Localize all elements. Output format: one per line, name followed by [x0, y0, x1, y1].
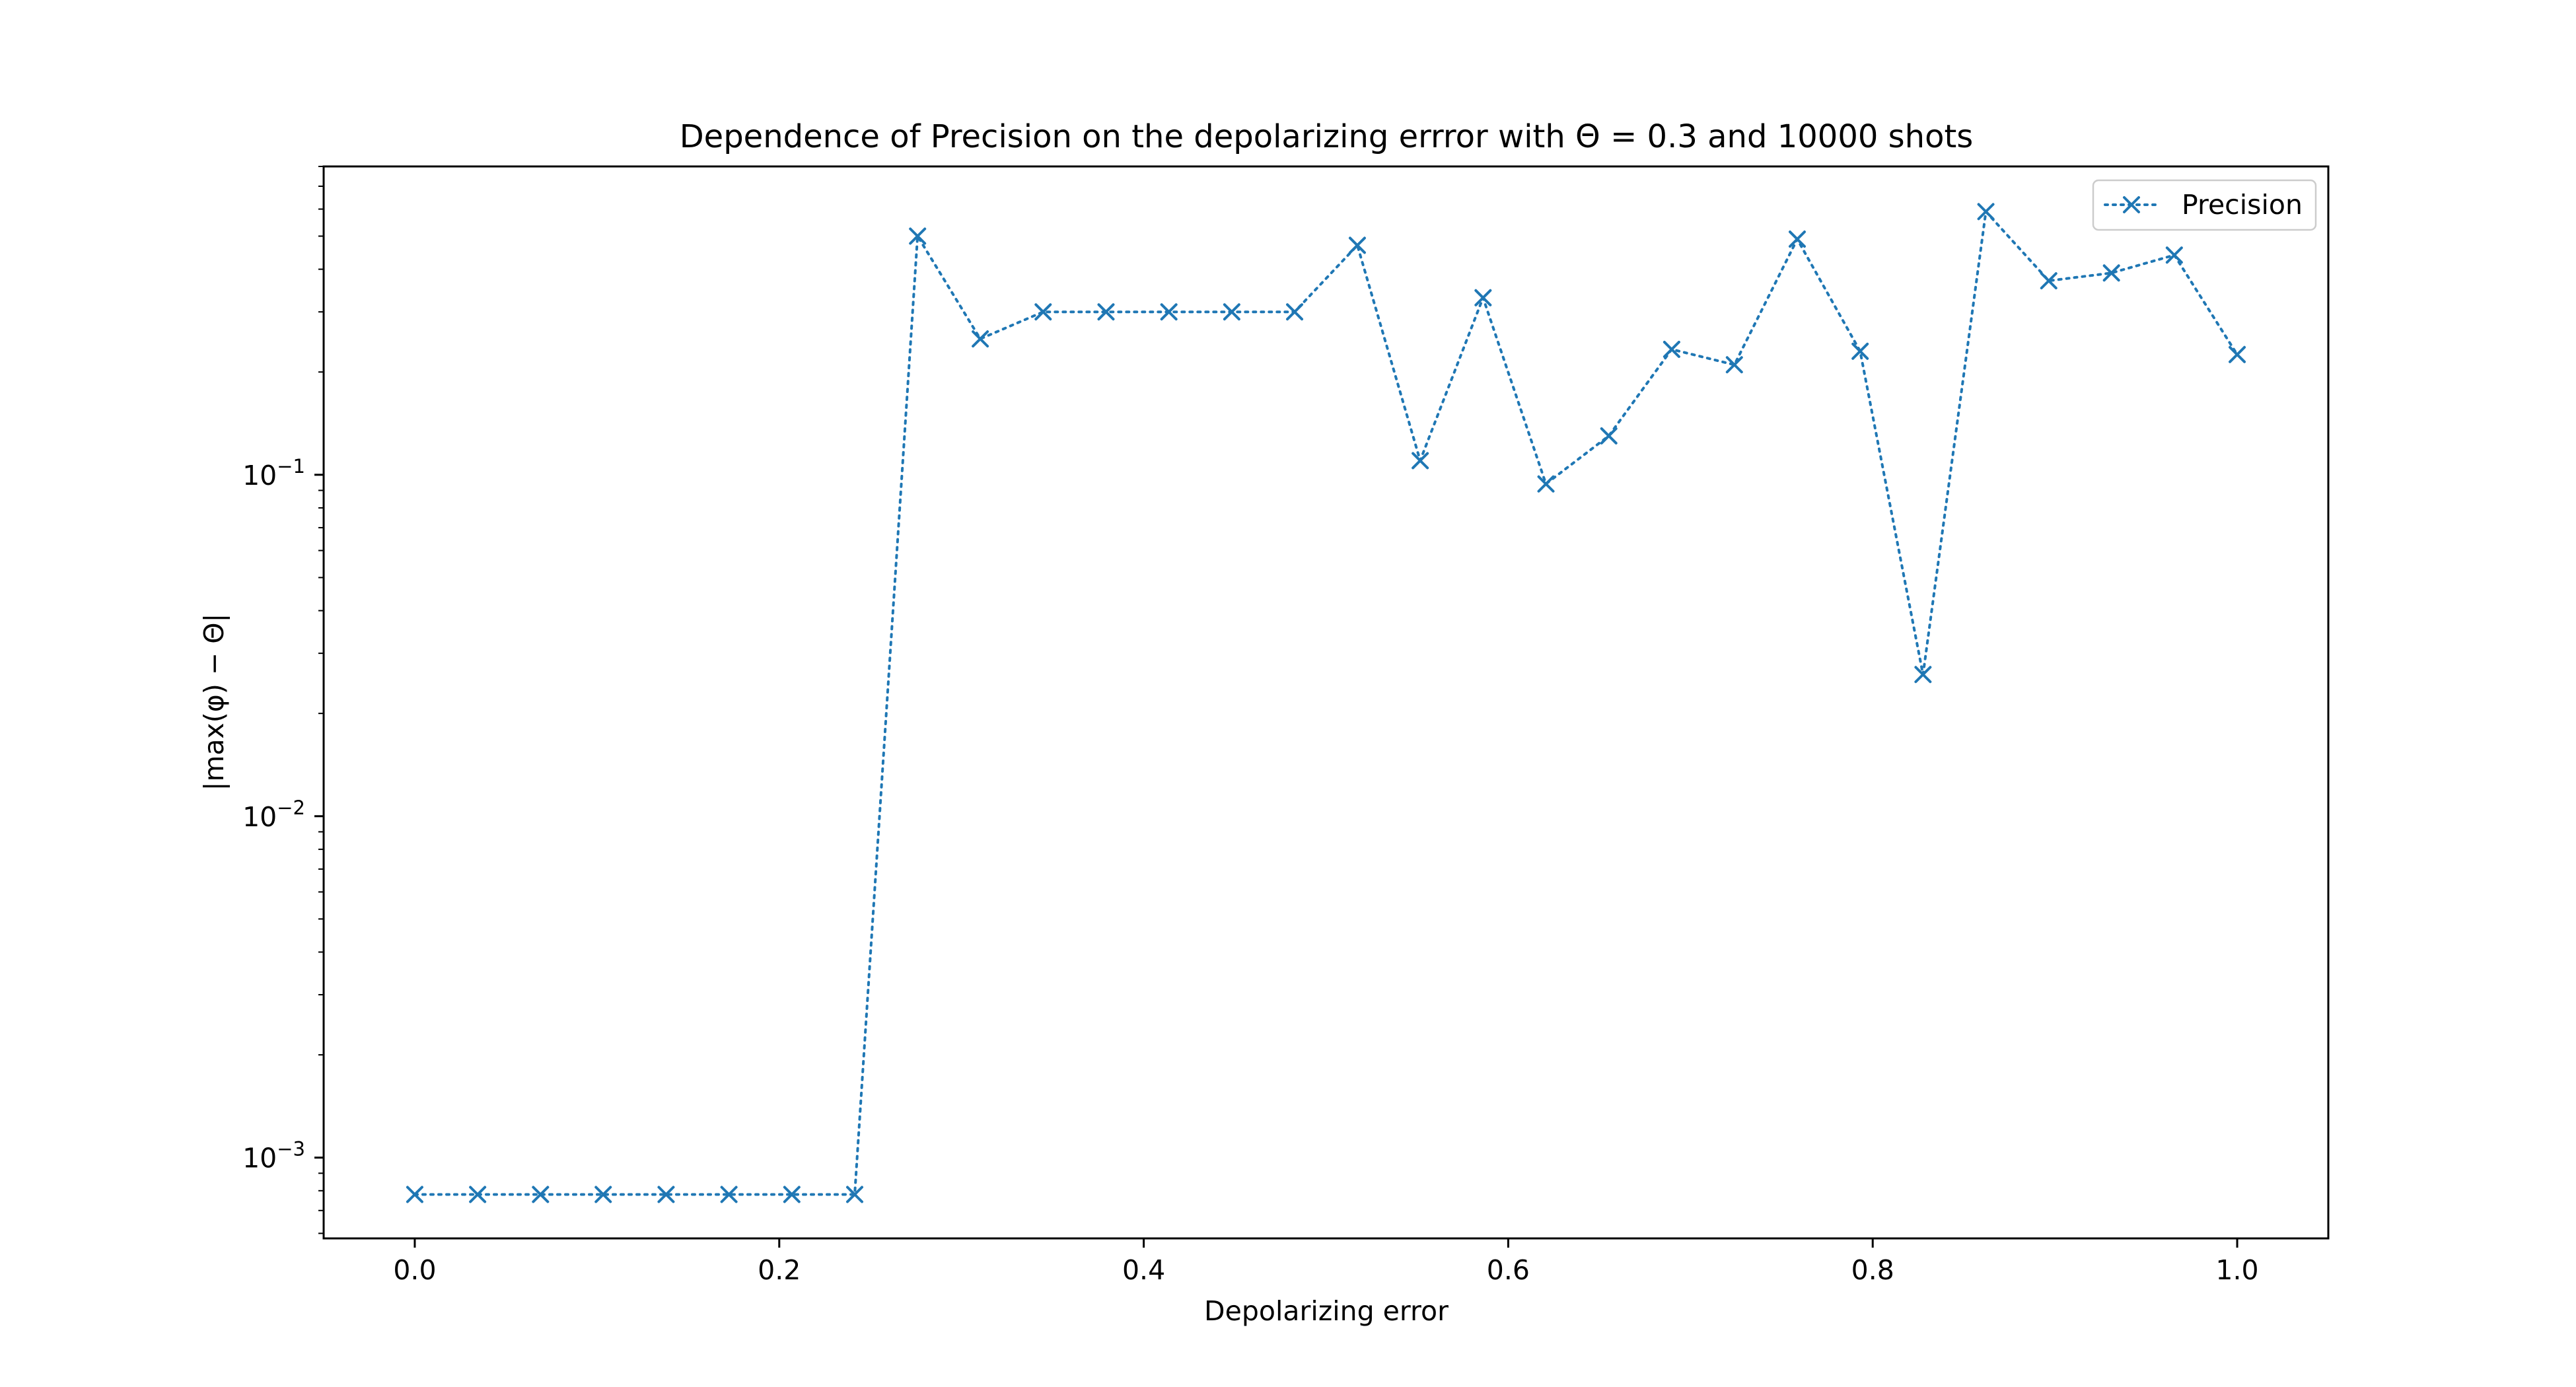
data-point: [1537, 475, 1555, 493]
data-point: [2165, 246, 2183, 264]
data-point: [1412, 452, 1429, 470]
data-point: [1725, 356, 1743, 374]
y-tick-base: 10: [242, 460, 277, 491]
y-tick-label: 10−3: [242, 1138, 305, 1174]
data-point: [845, 1186, 863, 1203]
data-point: [1097, 303, 1115, 321]
data-point: [1851, 342, 1869, 360]
data-point: [1600, 427, 1618, 445]
series-line: [413, 210, 2238, 1196]
data-point: [594, 1186, 612, 1203]
axes-frame: [322, 165, 2330, 1240]
y-tick-exponent: −2: [277, 797, 305, 819]
x-tick-label: 0.4: [1122, 1254, 1165, 1286]
data-point: [2040, 272, 2057, 290]
data-point: [1034, 303, 1052, 321]
y-tick-exponent: −3: [277, 1138, 305, 1160]
data-point: [1223, 303, 1240, 321]
legend: Precision: [2092, 179, 2317, 231]
data-point: [1286, 303, 1304, 321]
data-point: [720, 1186, 738, 1203]
data-point: [1663, 340, 1680, 358]
y-tick-base: 10: [242, 1143, 277, 1174]
x-tick-label: 0.2: [758, 1254, 801, 1286]
y-tick-base: 10: [242, 801, 277, 833]
y-axis: 10−310−210−1: [242, 166, 324, 1234]
x-tick-label: 0.8: [1851, 1254, 1894, 1286]
y-tick-label: 10−2: [242, 797, 305, 833]
y-axis-label: |max(φ) − Θ|: [198, 614, 230, 791]
data-point: [972, 330, 989, 348]
data-point: [1789, 231, 1807, 248]
x-tick-label: 0.0: [393, 1254, 436, 1286]
data-point: [1977, 203, 1995, 221]
data-point: [469, 1186, 487, 1203]
x-tick-label: 1.0: [2215, 1254, 2258, 1286]
y-tick-exponent: −1: [277, 455, 305, 478]
data-point: [1474, 289, 1492, 306]
x-axis-label: Depolarizing error: [1204, 1295, 1449, 1327]
data-point: [783, 1186, 801, 1203]
data-point: [1914, 666, 1932, 684]
data-point: [1348, 236, 1366, 254]
data-point: [909, 227, 927, 245]
y-tick-label: 10−1: [242, 455, 305, 491]
legend-marker-x-icon: [2123, 196, 2140, 213]
data-point: [1160, 303, 1178, 321]
data-point: [532, 1186, 550, 1203]
legend-box: [2092, 179, 2317, 231]
plot-area: [406, 203, 2246, 1203]
legend-label: Precision: [2182, 189, 2303, 221]
data-point: [2102, 264, 2120, 282]
data-point: [406, 1186, 423, 1203]
data-point: [2229, 345, 2246, 363]
x-axis: 0.0 0.2 0.4 0.6 0.8 1.0: [393, 1238, 2259, 1286]
x-tick-label: 0.6: [1487, 1254, 1530, 1286]
chart-title: Dependence of Precision on the depolariz…: [680, 118, 1974, 155]
data-point: [657, 1186, 675, 1203]
